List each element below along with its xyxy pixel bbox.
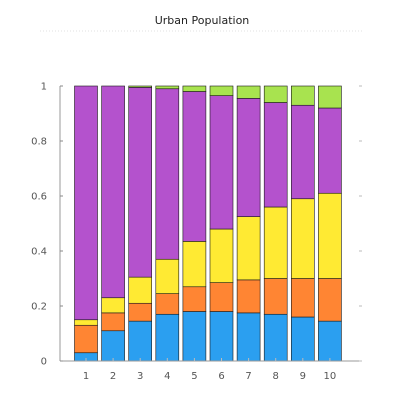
bar-segment-9-3 <box>290 198 315 279</box>
bar-segment-5-3 <box>182 241 207 288</box>
bar-segment-7-1 <box>236 312 261 362</box>
bar-segment-4-1 <box>155 313 180 362</box>
bar-segment-3-4 <box>128 87 152 278</box>
bar-segment-3-1 <box>128 320 152 362</box>
bar-segment-6-4 <box>209 95 234 230</box>
x-tick-label: 6 <box>218 371 224 382</box>
x-tick-label: 4 <box>164 371 170 382</box>
y-tick-label: 0.6 <box>31 192 47 203</box>
bar-segment-4-5 <box>155 85 180 90</box>
x-tick-label: 9 <box>300 371 306 382</box>
y-tick-label: 0.2 <box>31 302 47 313</box>
axes-layer: 0 0.2 0.4 0.6 0.8 1 1 2 3 4 5 6 7 8 9 10 <box>31 82 362 382</box>
bar-segment-10-1 <box>318 320 342 362</box>
bar-segment-4-4 <box>155 88 180 260</box>
x-tick-label: 8 <box>273 371 279 382</box>
y-tick-label: 0.4 <box>31 247 47 258</box>
bar-segment-9-1 <box>290 316 315 362</box>
y-tick-label: 0 <box>41 357 47 368</box>
bar-segment-8-4 <box>263 102 288 208</box>
bar-segment-10-2 <box>318 278 342 322</box>
bar-segment-7-5 <box>236 85 261 99</box>
bar-segment-10-3 <box>318 192 342 279</box>
bar-segment-7-4 <box>236 98 261 217</box>
bar-segment-1-4 <box>74 85 98 321</box>
bar-segment-9-5 <box>290 85 315 106</box>
bar-segment-8-2 <box>263 278 288 315</box>
bar-segment-6-2 <box>209 282 234 312</box>
bar-segment-7-2 <box>236 279 261 314</box>
bars-layer <box>74 85 342 362</box>
bar-segment-4-3 <box>155 258 180 294</box>
bar-segment-8-3 <box>263 206 288 279</box>
bar-segment-2-1 <box>101 330 125 362</box>
bar-segment-2-3 <box>101 297 125 314</box>
x-tick-label: 1 <box>83 371 89 382</box>
x-tick-label: 2 <box>110 371 116 382</box>
x-tick-label: 5 <box>191 371 197 382</box>
bar-segment-1-3 <box>74 319 98 326</box>
bar-segment-9-4 <box>290 104 315 200</box>
y-tick-label: 0.8 <box>31 137 47 148</box>
bar-segment-7-3 <box>236 216 261 281</box>
bar-segment-5-5 <box>182 85 207 92</box>
chart-title: Urban Population <box>155 14 250 27</box>
bar-segment-10-4 <box>318 107 342 194</box>
bar-segment-8-1 <box>263 313 288 362</box>
bar-segment-3-3 <box>128 276 152 304</box>
bar-segment-6-5 <box>209 85 234 96</box>
bar-segment-1-2 <box>74 324 98 354</box>
bar-segment-5-1 <box>182 311 207 362</box>
x-tick-label: 3 <box>137 371 143 382</box>
bar-segment-8-5 <box>263 85 288 103</box>
x-tick-label: 7 <box>245 371 251 382</box>
bar-segment-6-1 <box>209 311 234 362</box>
bar-segment-5-4 <box>182 91 207 242</box>
bar-segment-9-2 <box>290 278 315 318</box>
bar-segment-3-2 <box>128 302 152 322</box>
bar-segment-5-2 <box>182 286 207 312</box>
bar-segment-2-2 <box>101 312 125 332</box>
bar-segment-4-2 <box>155 293 180 315</box>
bar-segment-10-5 <box>318 85 342 109</box>
bar-segment-2-4 <box>101 85 125 299</box>
bar-segment-3-5 <box>128 85 152 88</box>
x-tick-label: 10 <box>324 371 337 382</box>
y-tick-label: 1 <box>41 82 47 93</box>
bar-segment-6-3 <box>209 228 234 283</box>
